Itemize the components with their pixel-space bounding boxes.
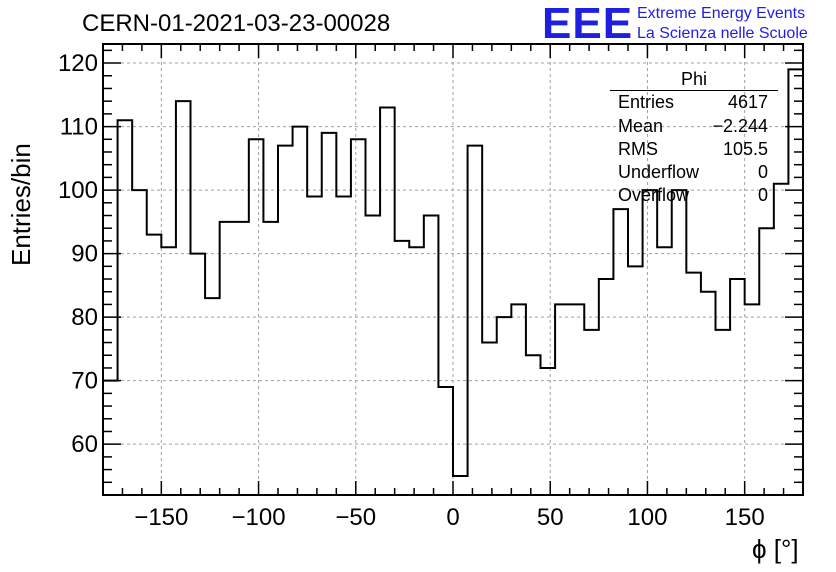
y-axis-label: Entries/bin	[6, 143, 36, 266]
eee-logo: EEE	[542, 0, 634, 48]
stats-box: Phi Entries 4617 Mean −2.244 RMS 105.5 U…	[610, 68, 778, 208]
histogram-bin	[730, 279, 745, 495]
histogram-bin	[263, 222, 278, 495]
y-tick-label: 60	[71, 431, 98, 458]
histogram-bin	[672, 190, 687, 495]
histogram-bin	[351, 139, 366, 495]
stats-divider	[610, 90, 778, 91]
histogram-bin	[438, 387, 453, 495]
histogram-bin	[220, 222, 235, 495]
stat-row-overflow: Overflow 0	[618, 185, 768, 207]
x-axis-label: ϕ [°]	[752, 534, 799, 564]
y-tick-label: 120	[58, 50, 98, 77]
stats-title: Phi	[680, 69, 707, 89]
histogram-bin	[643, 190, 658, 495]
stat-row-underflow: Underflow 0	[618, 162, 768, 184]
logo-line-2: La Scienza nelle Scuole	[637, 25, 808, 42]
stat-key: RMS	[618, 139, 658, 159]
histogram-bin	[103, 381, 118, 495]
y-tick-label: 90	[71, 241, 98, 268]
x-tick-label: 50	[537, 504, 564, 531]
histogram-bin	[424, 216, 439, 495]
histogram-bin	[584, 330, 599, 495]
histogram-bin	[541, 368, 556, 495]
histogram-bin	[293, 127, 308, 495]
logo-line-1: Extreme Energy Events	[637, 5, 806, 22]
histogram-bin	[191, 254, 206, 495]
stat-value: 4617	[727, 92, 768, 112]
histogram-bin	[482, 343, 497, 495]
histogram-bin	[176, 101, 191, 495]
stat-key: Overflow	[618, 185, 690, 205]
histogram-line	[103, 68, 803, 477]
histogram-bin	[161, 247, 176, 495]
histogram-bin	[380, 108, 395, 495]
stat-key: Mean	[618, 116, 664, 136]
histogram-bin	[453, 476, 468, 495]
y-tick-label: 70	[71, 368, 98, 395]
histogram-bin	[249, 139, 264, 495]
histogram-bin	[511, 304, 526, 495]
histogram-series	[103, 68, 803, 495]
histogram-bin	[716, 330, 731, 495]
histogram-bin	[613, 209, 628, 495]
x-tick-label: −150	[134, 504, 188, 531]
x-tick-label: 150	[725, 504, 765, 531]
x-tick-label: −100	[232, 504, 286, 531]
histogram-bin	[336, 196, 351, 495]
stat-value: 0	[757, 162, 768, 182]
y-tick-label: 80	[71, 304, 98, 331]
stat-row-rms: RMS 105.5	[618, 139, 768, 161]
histogram-bin	[570, 304, 585, 495]
histogram-bin	[686, 273, 701, 495]
histogram-bin	[628, 266, 643, 495]
histogram-bin	[657, 247, 672, 495]
histogram-bin	[701, 292, 716, 495]
histogram-bin	[409, 247, 424, 495]
histogram-bin	[205, 298, 220, 495]
stat-key: Underflow	[618, 162, 700, 182]
histogram-bin	[759, 228, 774, 495]
histogram-bin	[395, 241, 410, 495]
axes: −150 −100 −50 0 50 100 150 60 70 80 90 100 110 120	[58, 43, 804, 531]
histogram-bin	[497, 317, 512, 495]
x-tick-label: −50	[335, 504, 376, 531]
histogram-bin	[118, 120, 133, 495]
y-tick-label: 100	[58, 177, 98, 204]
histogram-bin	[322, 133, 337, 495]
stat-key: Entries	[618, 92, 675, 112]
stat-row-mean: Mean −2.244	[618, 116, 768, 138]
histogram-bin	[278, 146, 293, 495]
histogram-bin	[307, 196, 322, 495]
histogram-bin	[774, 184, 789, 495]
histogram-bin	[599, 279, 614, 495]
y-tick-label: 110	[60, 114, 98, 141]
chart-title: CERN-01-2021-03-23-00028	[82, 10, 391, 37]
histogram-bin	[132, 190, 147, 495]
histogram-bin	[555, 304, 570, 495]
stat-row-entries: Entries 4617	[618, 92, 768, 114]
histogram-bin	[745, 304, 760, 495]
stat-value: −2.244	[712, 116, 768, 136]
histogram-bin	[468, 146, 483, 495]
histogram-bin	[234, 222, 249, 495]
stat-value: 105.5	[722, 139, 768, 159]
stat-value: 0	[757, 185, 768, 205]
x-tick-label: 100	[627, 504, 667, 531]
histogram-bin	[526, 355, 541, 495]
x-tick-label: 0	[446, 504, 459, 531]
histogram-bin	[147, 235, 162, 495]
histogram-bin	[366, 216, 381, 495]
